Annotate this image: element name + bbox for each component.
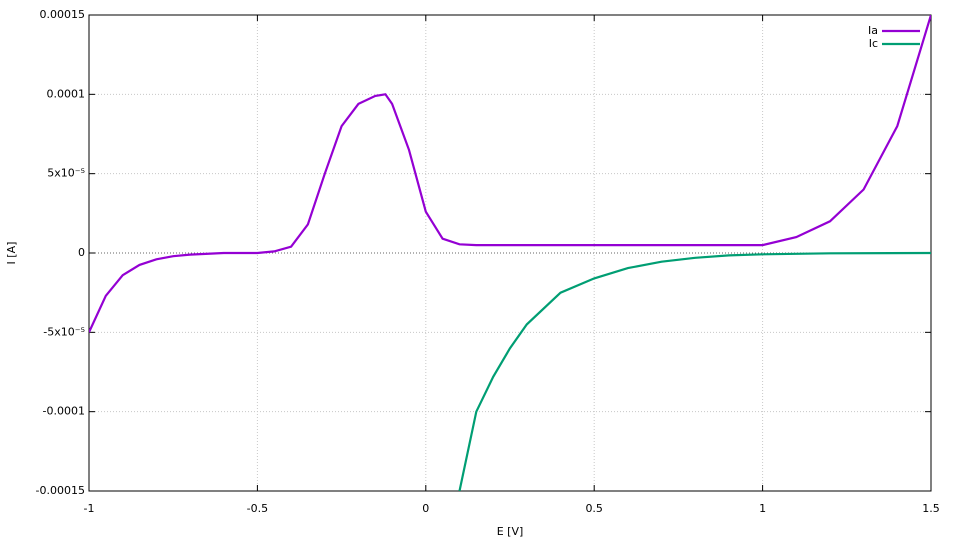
data-line — [458, 251, 931, 491]
x-tick-label: 0 — [422, 502, 429, 515]
data-line — [89, 15, 931, 333]
x-tick-label: 0.5 — [585, 502, 603, 515]
x-tick-label: 1.5 — [922, 502, 940, 515]
y-tick-label: 0 — [78, 246, 85, 259]
x-tick-label: 1 — [759, 502, 766, 515]
y-tick-label: -0.00015 — [36, 484, 85, 497]
y-tick-label: -0.0001 — [43, 405, 85, 418]
legend-label: Ic — [869, 37, 878, 50]
y-tick-label: 5x10⁻⁵ — [47, 167, 85, 180]
x-tick-label: -1 — [84, 502, 95, 515]
x-axis-label: E [V] — [497, 525, 524, 538]
legend-label: Ia — [868, 24, 878, 37]
y-tick-label: 0.0001 — [47, 87, 86, 100]
y-tick-label: -5x10⁻⁵ — [43, 325, 85, 338]
y-tick-label: 0.00015 — [40, 8, 86, 21]
x-tick-label: -0.5 — [247, 502, 268, 515]
y-axis-label: I [A] — [5, 242, 18, 265]
